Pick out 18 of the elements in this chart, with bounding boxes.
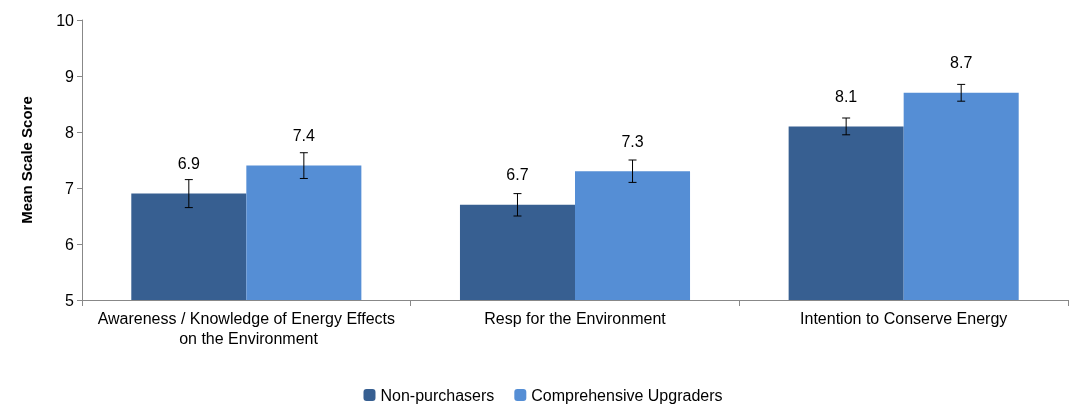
data-label: 8.7 <box>950 54 973 72</box>
y-tick-label: 6 <box>65 235 75 253</box>
legend-label: Comprehensive Upgraders <box>531 386 723 404</box>
data-label: 7.4 <box>292 127 316 145</box>
data-label: 6.7 <box>506 166 529 184</box>
y-axis-title: Mean Scale Score <box>18 96 35 224</box>
x-tick-label: Resp for the Environment <box>484 309 667 327</box>
data-label: 7.3 <box>621 132 644 150</box>
data-label: 6.9 <box>177 155 201 173</box>
x-tick-label: Awareness / Knowledge of Energy Effects on the Environment <box>97 309 396 347</box>
y-tick-label: 7 <box>65 179 75 197</box>
y-tick-label: 8 <box>65 123 75 141</box>
legend-label: Non-purchasers <box>380 386 495 404</box>
x-tick-label: Intention to Conserve Energy <box>800 309 1008 327</box>
data-label: 8.1 <box>835 87 858 105</box>
y-tick-label: 10 <box>56 11 75 29</box>
y-tick-label: 9 <box>65 67 75 85</box>
y-tick-label: 5 <box>65 291 75 309</box>
